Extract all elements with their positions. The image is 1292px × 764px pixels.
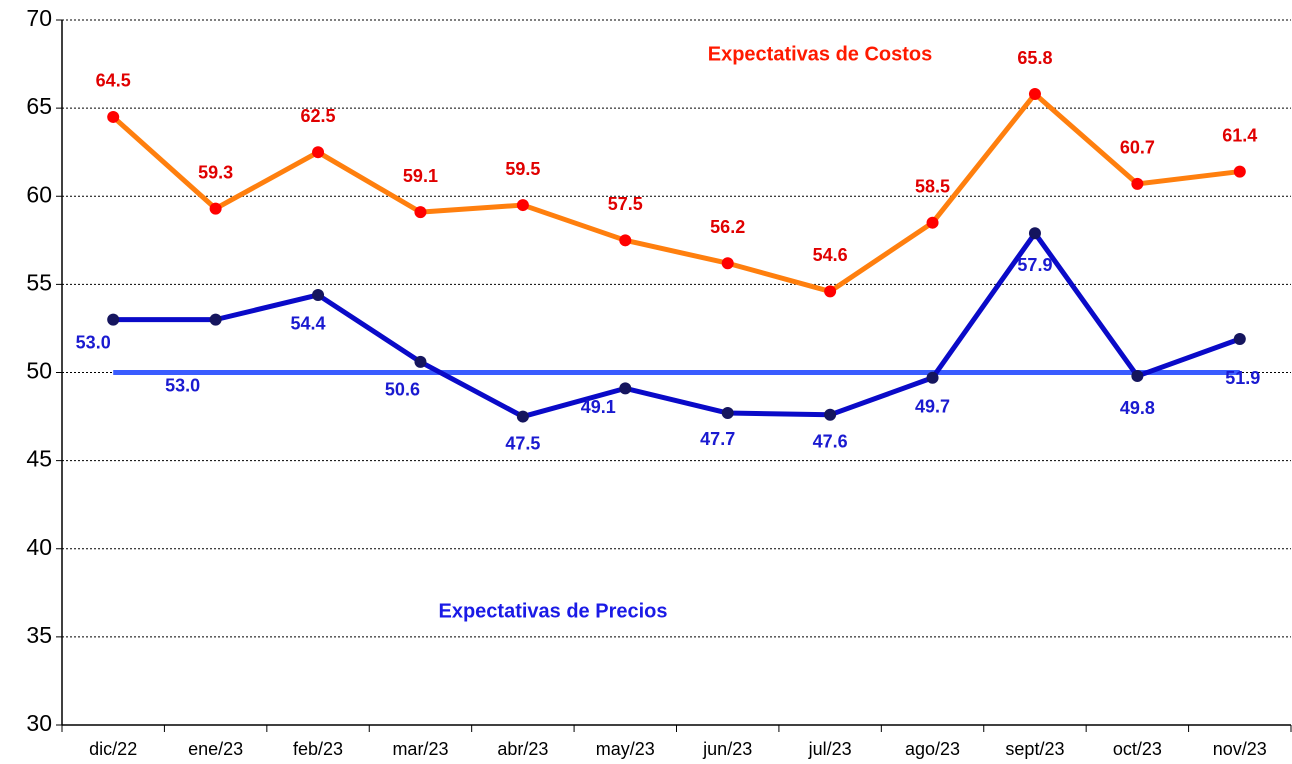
data-label: 49.1: [581, 397, 616, 417]
data-label: 53.0: [165, 375, 200, 395]
data-label: 58.5: [915, 176, 950, 196]
data-label: 59.1: [403, 166, 438, 186]
y-tick-label: 35: [26, 622, 52, 648]
series-line: [111, 91, 1241, 294]
data-point: [824, 408, 837, 421]
x-tick-label: abr/23: [497, 739, 548, 759]
data-point: [926, 371, 939, 384]
legend-label: Expectativas de Costos: [708, 43, 933, 65]
data-point: [414, 206, 427, 219]
x-tick-label: feb/23: [293, 739, 343, 759]
data-point: [516, 199, 529, 212]
legend-label: Expectativas de Precios: [438, 600, 667, 622]
x-tick-label: dic/22: [89, 739, 137, 759]
y-tick-label: 30: [26, 710, 52, 736]
data-point: [107, 313, 120, 326]
data-point: [1131, 370, 1144, 383]
x-tick-label: oct/23: [1113, 739, 1162, 759]
x-tick-label: may/23: [596, 739, 655, 759]
data-label: 59.5: [505, 159, 540, 179]
data-point: [619, 234, 632, 247]
data-point: [209, 313, 222, 326]
data-label: 60.7: [1120, 138, 1155, 158]
data-point: [1131, 177, 1144, 190]
data-point: [721, 257, 734, 270]
data-label: 49.8: [1120, 398, 1155, 418]
data-label: 61.4: [1222, 125, 1257, 145]
y-tick-label: 60: [26, 181, 52, 207]
data-label: 57.5: [608, 194, 643, 214]
x-tick-label: ene/23: [188, 739, 243, 759]
y-tick-label: 65: [26, 93, 52, 119]
x-tick-label: jun/23: [702, 739, 752, 759]
y-tick-label: 50: [26, 358, 52, 384]
data-point: [1028, 227, 1041, 240]
x-tick-label: sept/23: [1005, 739, 1064, 759]
data-label: 65.8: [1017, 48, 1052, 68]
data-label: 54.4: [291, 314, 326, 334]
y-tick-label: 70: [26, 5, 52, 31]
data-label: 64.5: [96, 71, 131, 91]
data-label: 54.6: [813, 245, 848, 265]
x-tick-label: jul/23: [808, 739, 852, 759]
data-point: [1233, 165, 1246, 178]
data-label: 56.2: [710, 217, 745, 237]
data-label: 47.7: [700, 429, 735, 449]
data-label: 49.7: [915, 397, 950, 417]
data-point: [312, 146, 325, 159]
y-tick-label: 55: [26, 269, 52, 295]
data-label: 57.9: [1017, 255, 1052, 275]
data-point: [107, 110, 120, 123]
data-point: [209, 202, 222, 215]
data-point: [414, 355, 427, 368]
y-tick-label: 40: [26, 534, 52, 560]
data-label: 53.0: [76, 332, 111, 352]
data-point: [619, 382, 632, 395]
data-label: 47.6: [813, 432, 848, 452]
data-point: [312, 288, 325, 301]
data-point: [516, 410, 529, 423]
data-point: [1233, 333, 1246, 346]
series-line: [113, 230, 1241, 420]
data-label: 47.5: [505, 433, 540, 453]
data-point: [721, 407, 734, 420]
data-label: 50.6: [385, 380, 420, 400]
data-point: [926, 216, 939, 229]
x-tick-label: nov/23: [1213, 739, 1267, 759]
data-label: 59.3: [198, 162, 233, 182]
x-tick-label: ago/23: [905, 739, 960, 759]
y-tick-label: 45: [26, 446, 52, 472]
data-label: 62.5: [301, 106, 336, 126]
x-tick-label: mar/23: [392, 739, 448, 759]
data-point: [1028, 88, 1041, 101]
data-label: 51.9: [1225, 368, 1260, 388]
data-point: [824, 285, 837, 298]
